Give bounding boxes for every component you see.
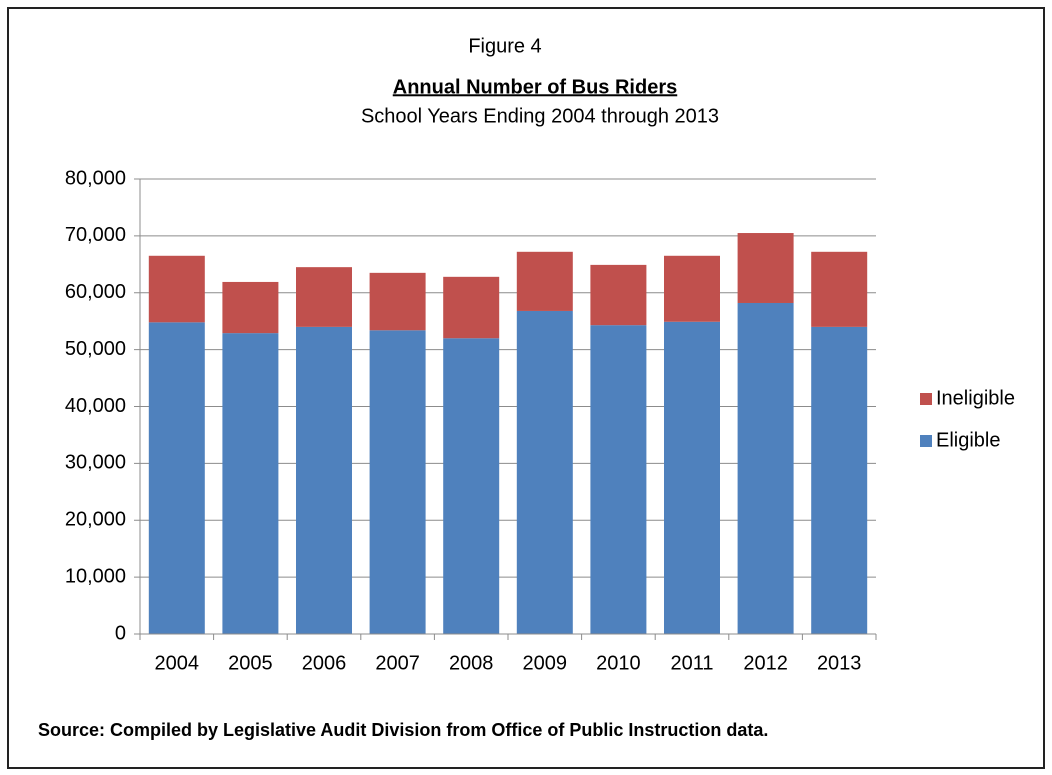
bar-segment bbox=[148, 255, 205, 323]
y-tick-label: 50,000 bbox=[65, 338, 126, 360]
bar-segment bbox=[443, 276, 500, 339]
bar-segment bbox=[369, 330, 426, 634]
bar-segment bbox=[222, 333, 279, 634]
bar-segment bbox=[148, 322, 205, 634]
bar-segment bbox=[296, 267, 352, 327]
bar-segment bbox=[222, 281, 279, 334]
chart-title: Annual Number of Bus Riders bbox=[393, 76, 677, 98]
y-tick-label: 80,000 bbox=[65, 167, 126, 189]
x-tick-label: 2011 bbox=[670, 652, 713, 674]
bar-segment bbox=[369, 272, 426, 331]
bar-segment bbox=[443, 338, 500, 634]
legend-label: Ineligible bbox=[936, 387, 1015, 409]
bar-segment bbox=[590, 325, 647, 634]
bar-segment bbox=[590, 264, 647, 326]
x-tick-label: 2006 bbox=[302, 652, 347, 674]
x-tick-label: 2005 bbox=[228, 652, 273, 674]
bar-segment bbox=[737, 233, 794, 303]
x-tick-label: 2013 bbox=[817, 652, 862, 674]
source-note: Source: Compiled by Legislative Audit Di… bbox=[38, 720, 768, 740]
x-tick-label: 2009 bbox=[523, 652, 568, 674]
x-tick-label: 2008 bbox=[449, 652, 494, 674]
chart-subtitle: School Years Ending 2004 through 2013 bbox=[361, 105, 719, 127]
bar-segment bbox=[811, 251, 868, 327]
figure-label: Figure 4 bbox=[468, 35, 541, 57]
bar-segment bbox=[516, 310, 573, 634]
bar-segment bbox=[737, 302, 794, 634]
x-tick-label: 2007 bbox=[375, 652, 420, 674]
y-tick-label: 60,000 bbox=[65, 281, 126, 303]
y-tick-label: 20,000 bbox=[65, 509, 126, 531]
bar-segment bbox=[516, 251, 573, 311]
y-tick-label: 30,000 bbox=[65, 452, 126, 474]
x-tick-label: 2012 bbox=[743, 652, 788, 674]
legend-swatch bbox=[920, 393, 932, 405]
legend-label: Eligible bbox=[936, 429, 1000, 451]
x-tick-label: 2004 bbox=[155, 652, 200, 674]
legend-swatch bbox=[920, 435, 932, 447]
x-tick-label: 2010 bbox=[596, 652, 641, 674]
y-tick-label: 70,000 bbox=[65, 224, 126, 246]
bar-segment bbox=[296, 326, 352, 634]
y-tick-label: 40,000 bbox=[65, 395, 126, 417]
y-tick-label: 10,000 bbox=[65, 565, 126, 587]
y-tick-label: 0 bbox=[115, 622, 126, 644]
bar-segment bbox=[664, 321, 720, 634]
bar-segment bbox=[664, 255, 720, 322]
bar-segment bbox=[811, 326, 868, 634]
